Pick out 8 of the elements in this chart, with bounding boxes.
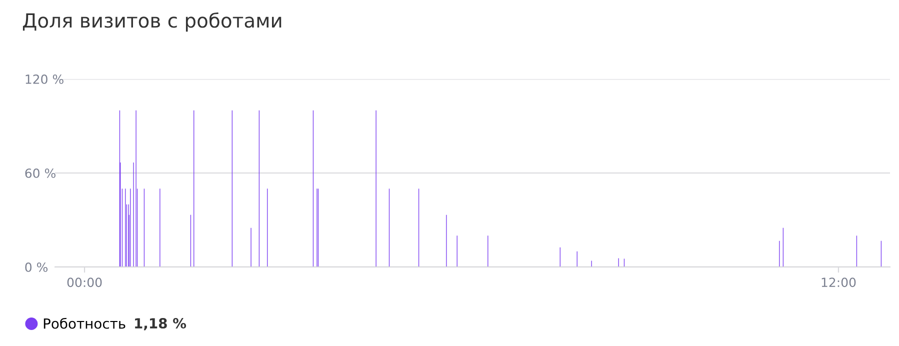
y-tick-label: 0 % (25, 262, 48, 272)
text: 1,18 % (135, 318, 186, 330)
x-tick-label: 00:00 (67, 278, 102, 288)
y-tick-label: 60 % (25, 168, 56, 178)
chart-title: Доля визитов с роботами (22, 12, 282, 32)
legend-label: Роботность (44, 318, 126, 329)
y-tick-label: 120 % (26, 74, 64, 84)
x-tick-label: 12:00 (822, 278, 856, 288)
